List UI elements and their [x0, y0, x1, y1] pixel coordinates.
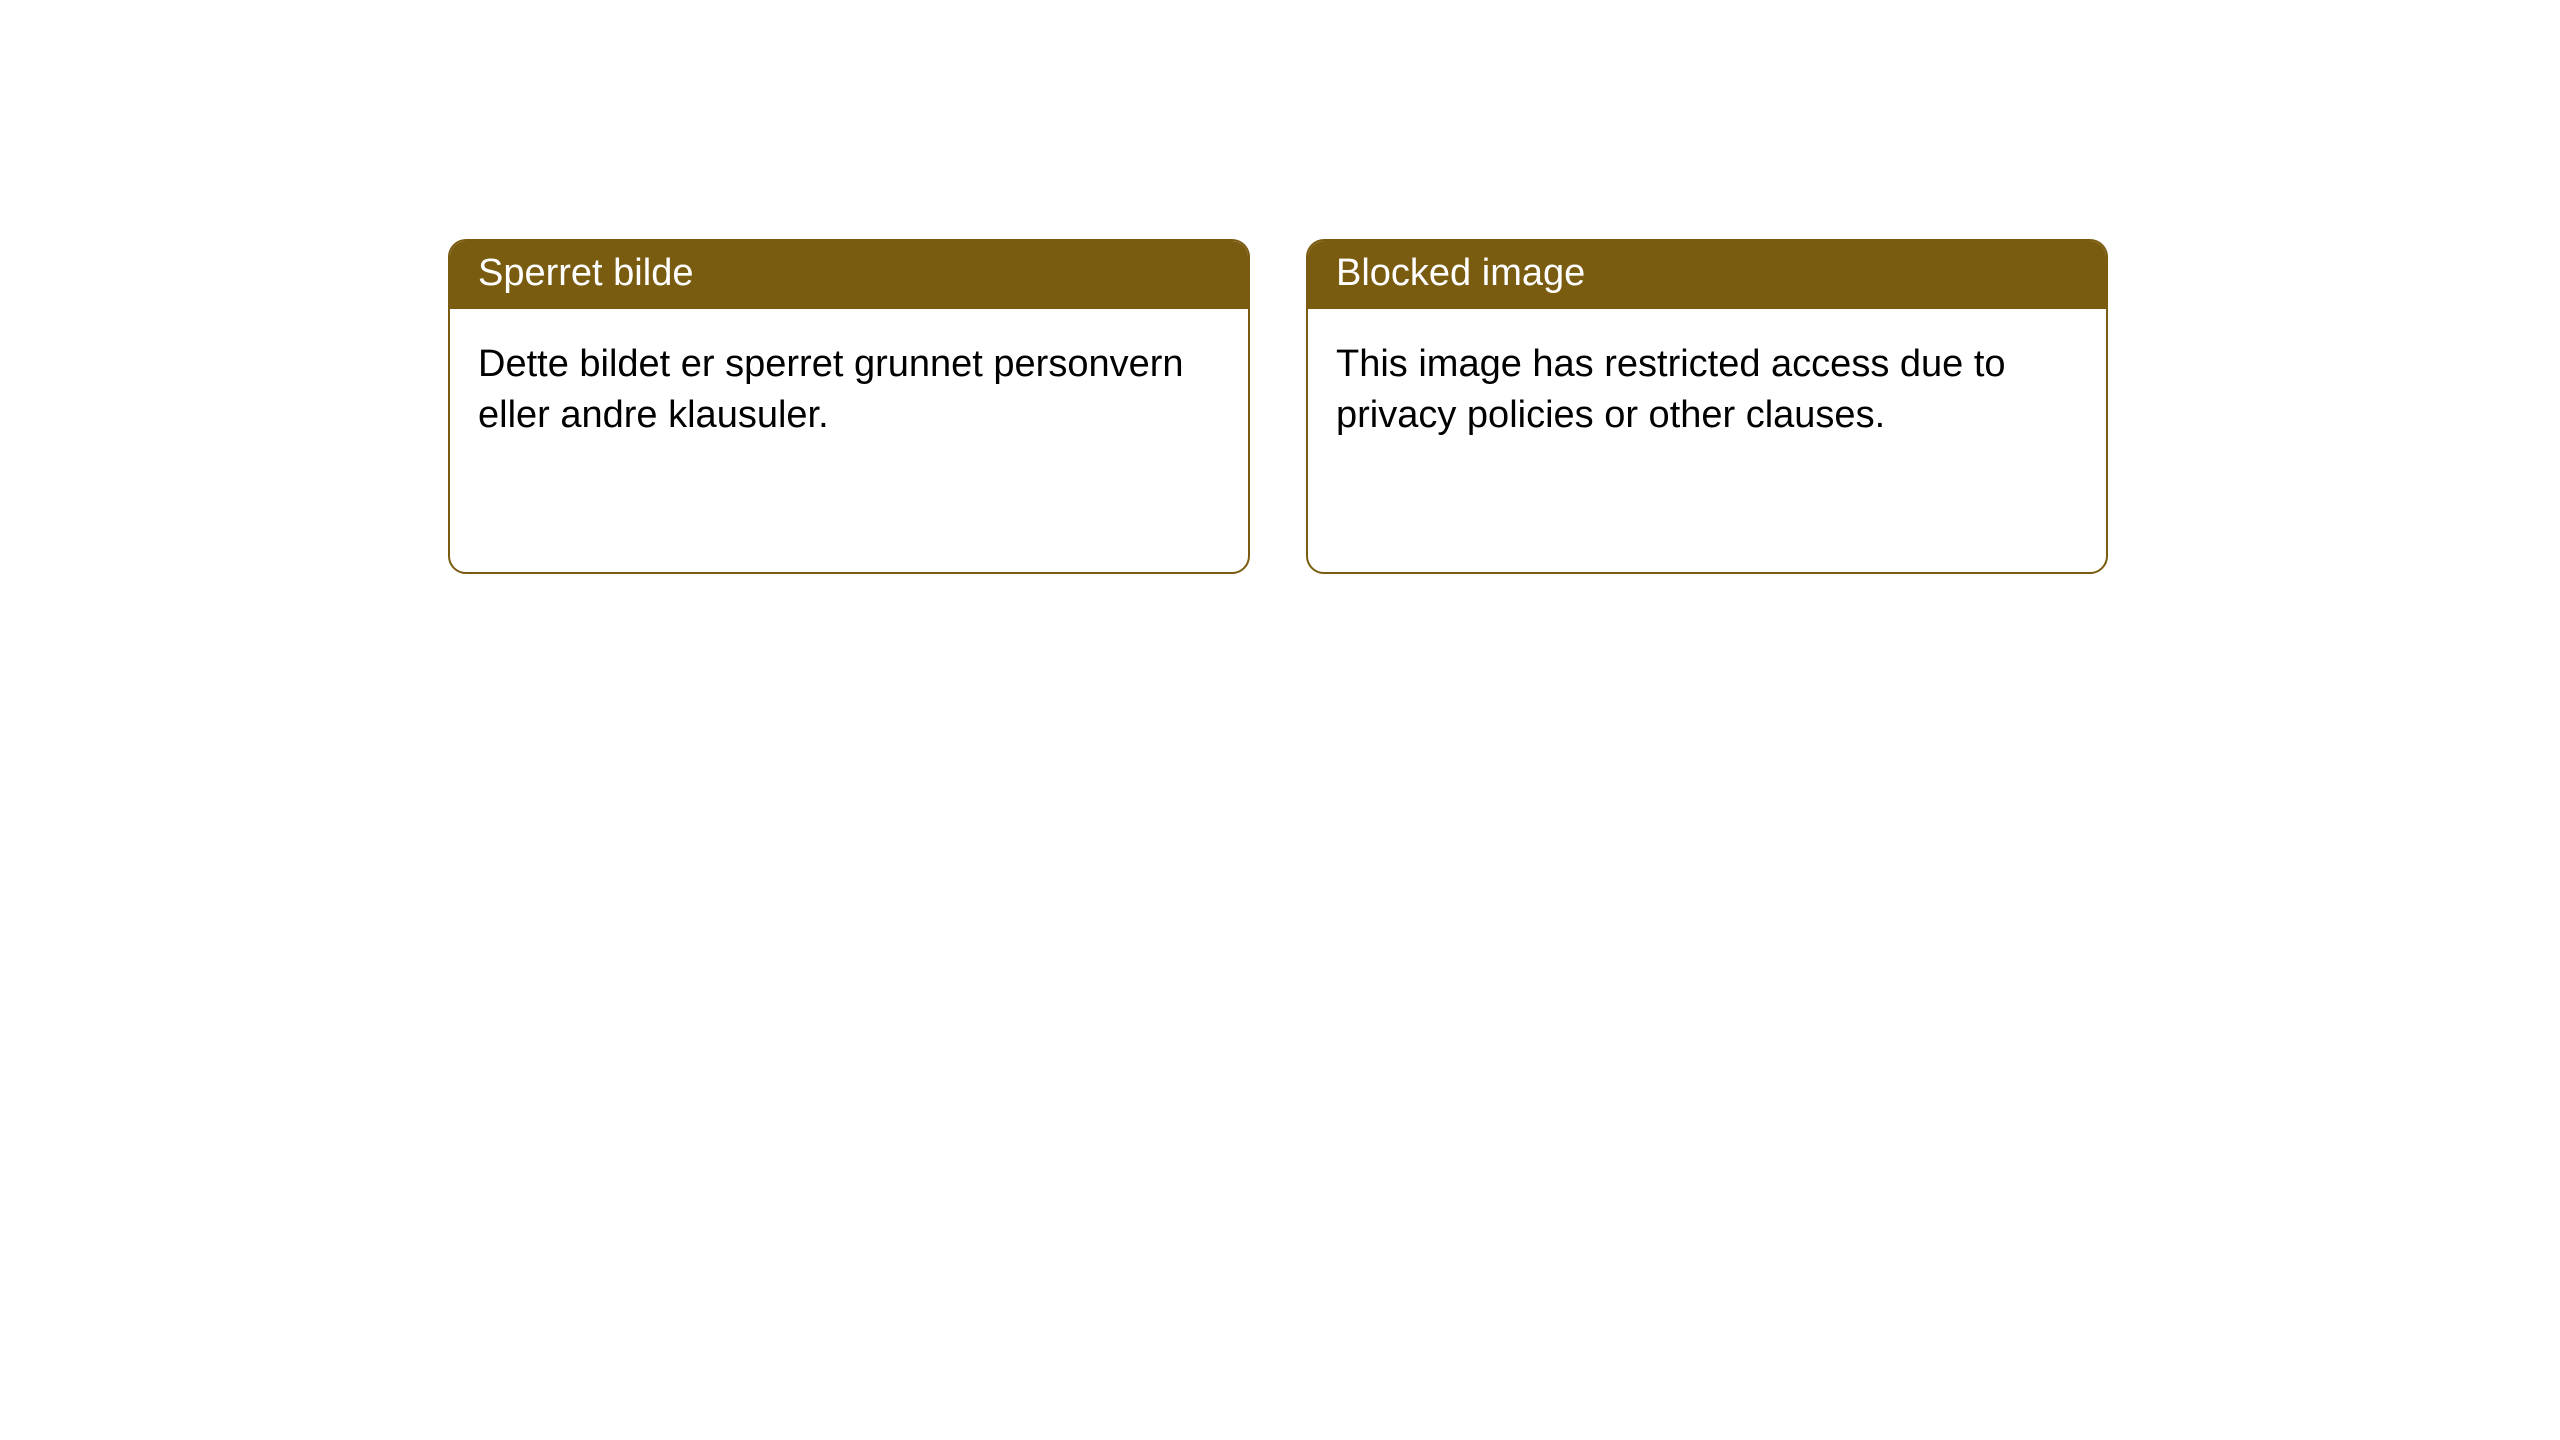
- card-body-no: Dette bildet er sperret grunnet personve…: [450, 309, 1248, 472]
- notice-container: Sperret bilde Dette bildet er sperret gr…: [0, 0, 2560, 574]
- card-header-no: Sperret bilde: [450, 241, 1248, 309]
- blocked-image-card-en: Blocked image This image has restricted …: [1306, 239, 2108, 574]
- card-body-en: This image has restricted access due to …: [1308, 309, 2106, 472]
- card-header-en: Blocked image: [1308, 241, 2106, 309]
- blocked-image-card-no: Sperret bilde Dette bildet er sperret gr…: [448, 239, 1250, 574]
